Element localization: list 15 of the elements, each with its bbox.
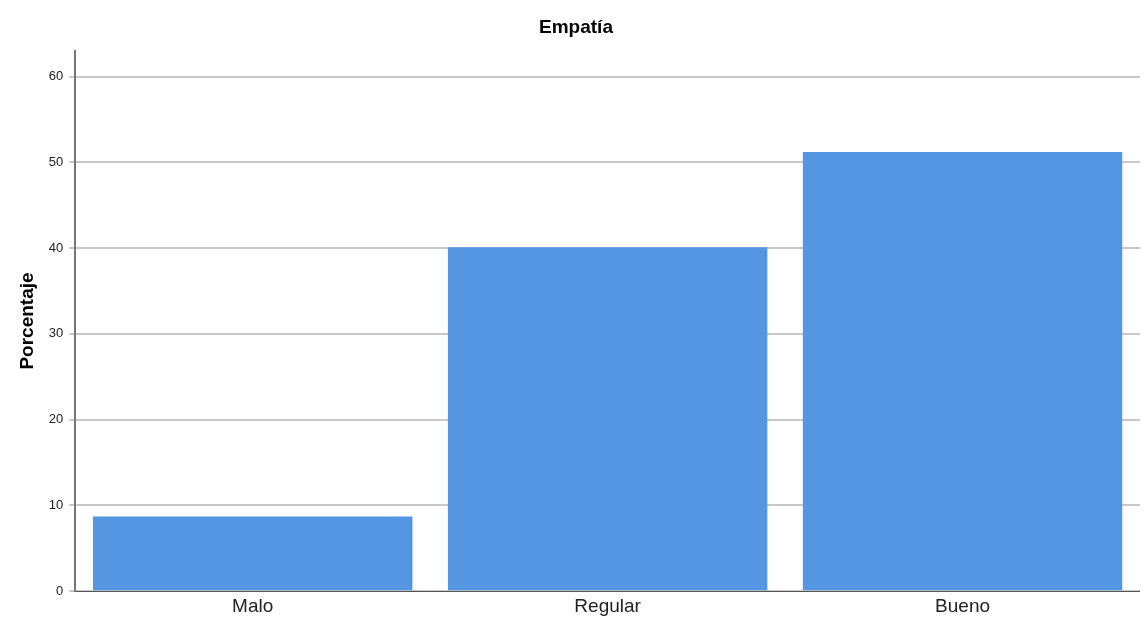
chart-title: Empatía xyxy=(539,15,614,37)
y-tick-label: 10 xyxy=(48,497,64,512)
x-tick-label: Bueno xyxy=(935,594,991,616)
bar xyxy=(93,516,413,591)
y-axis-title: Porcentaje xyxy=(15,272,37,370)
y-tick-label: 60 xyxy=(48,68,64,84)
bar xyxy=(447,247,768,591)
y-tick-label: 0 xyxy=(56,582,64,598)
x-tick-label: Regular xyxy=(574,594,642,616)
y-tick-label: 40 xyxy=(48,239,64,255)
y-tick-label: 50 xyxy=(48,153,64,169)
bar xyxy=(802,152,1123,591)
y-tick-label: 20 xyxy=(48,411,64,427)
y-tick-label: 30 xyxy=(48,325,64,341)
x-tick-label: Malo xyxy=(232,594,274,616)
